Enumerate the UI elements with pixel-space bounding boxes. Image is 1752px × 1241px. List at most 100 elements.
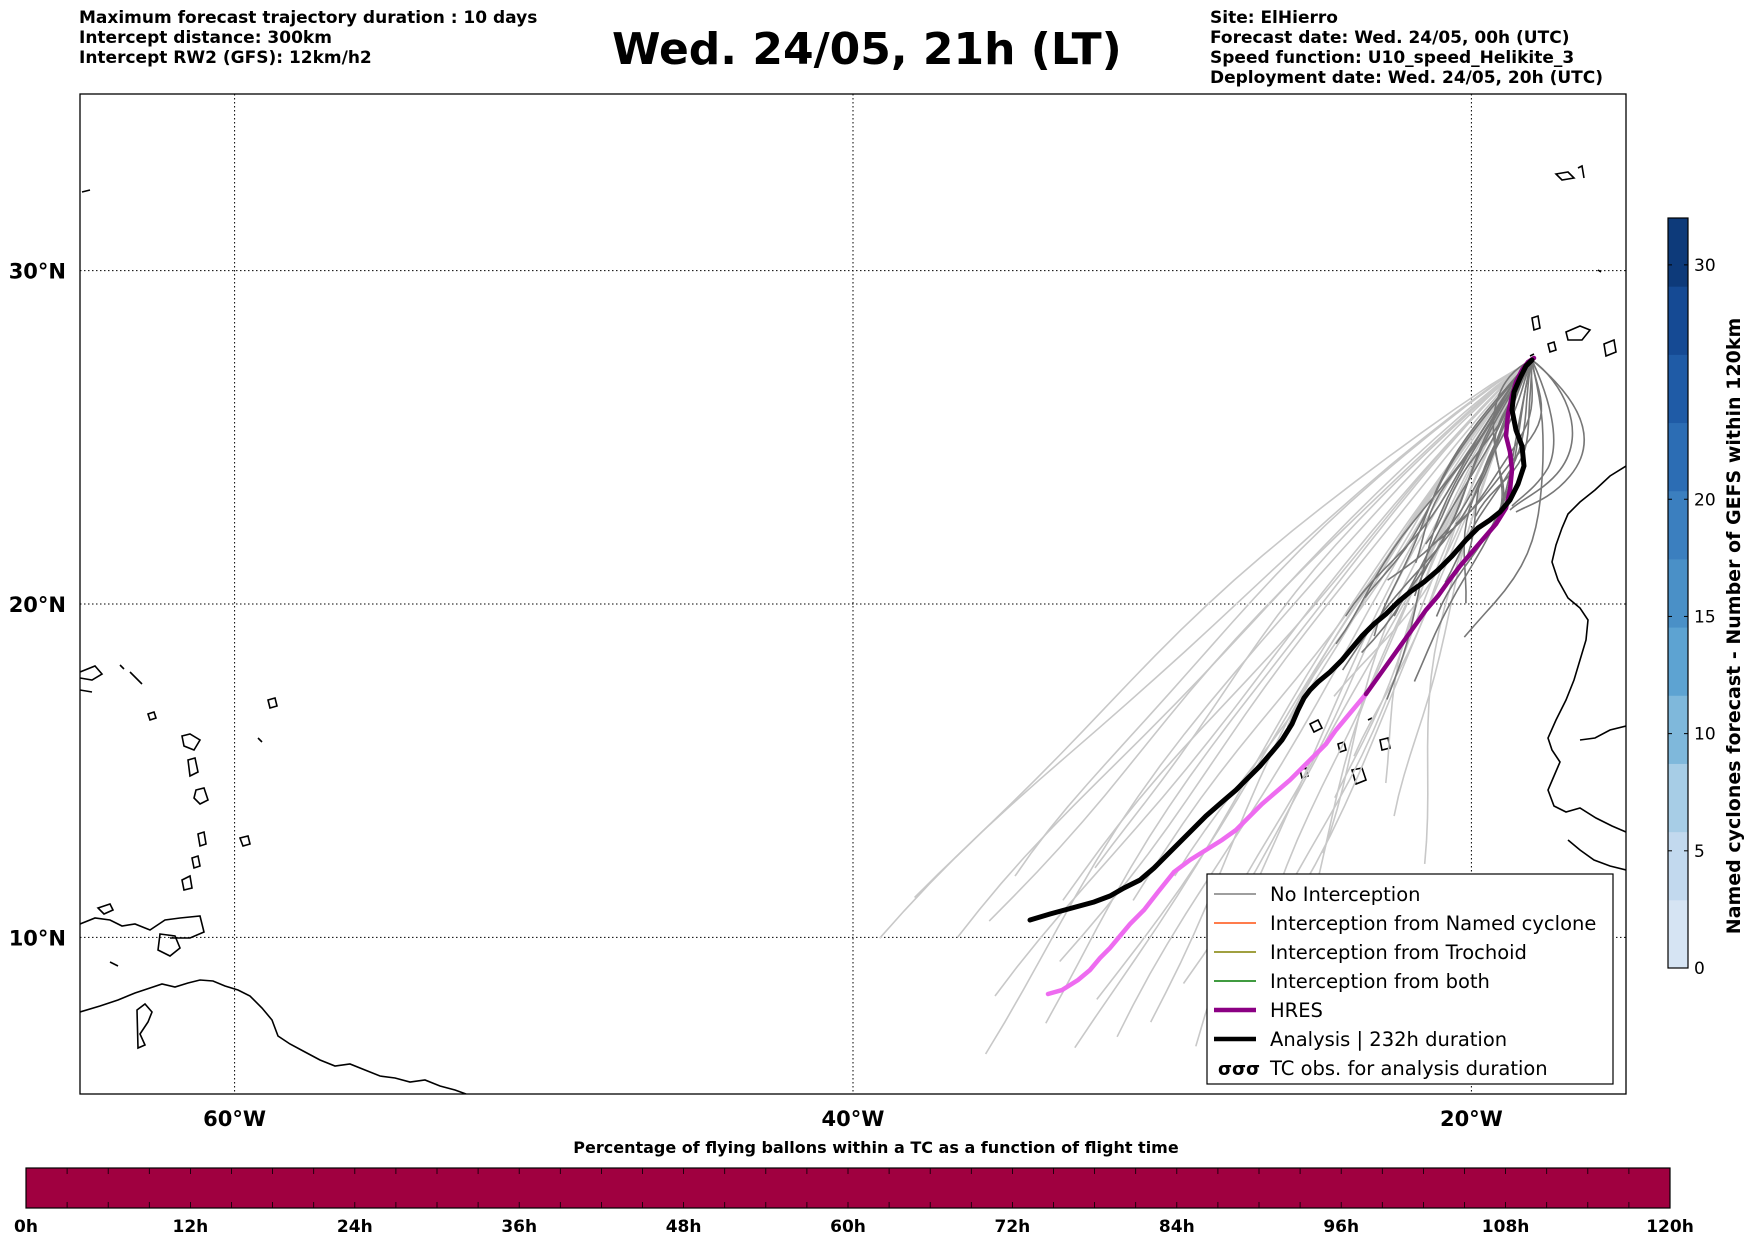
coastline-antilles-16: [109, 961, 119, 967]
ensemble-trajectory: [1345, 359, 1533, 617]
colorbar-segment: [1668, 627, 1688, 696]
legend-item: Interception from both: [1214, 970, 1490, 993]
ensemble-trajectory: [1096, 359, 1533, 1000]
coastlines: [80, 164, 1626, 1094]
legend-label: Interception from both: [1270, 970, 1490, 993]
coastline-antilles-7: [238, 835, 251, 847]
site-info: Site: ElHierro Forecast date: Wed. 24/05…: [1210, 8, 1603, 88]
coastline-island-a: [96, 903, 115, 915]
legend-item: Interception from Trochoid: [1214, 941, 1527, 964]
colorbar-tick-label: 20: [1694, 490, 1716, 510]
ensemble-trajectory: [1474, 359, 1533, 517]
legend-label: Analysis | 232h duration: [1270, 1028, 1507, 1051]
colorbar-segment: [1668, 218, 1688, 287]
ensemble-trajectory: [988, 359, 1533, 922]
ensemble-trajectory: [994, 359, 1533, 997]
latitude-labels: 30°N 20°N 10°N: [9, 260, 66, 951]
ensemble-trajectory: [1509, 359, 1574, 511]
colorbar-segment: [1668, 899, 1688, 969]
map-frame: [79, 93, 1627, 1095]
coastline-antilles-12: [80, 689, 93, 693]
cyclone-colorbar: 0 5 10 15 20 30 Named cyclones forecast - Num…: [1667, 217, 1745, 979]
coastline-cape-verde-3: [1350, 767, 1367, 786]
colorbar-tick-label: 0: [1694, 959, 1705, 979]
colorbar-segment: [1668, 286, 1688, 355]
deployment-date-text: Deployment date: Wed. 24/05, 20h (UTC): [1210, 68, 1604, 88]
tc-colorbar-tick-label: 120h: [1646, 1217, 1694, 1237]
coastline-antilles-11: [129, 671, 143, 685]
ensemble-trajectory: [1455, 359, 1543, 525]
coastline-canary-1: [1565, 325, 1592, 341]
tc-colorbar-tick-label: 36h: [501, 1217, 537, 1237]
tc-colorbar-tick-label: 48h: [666, 1217, 702, 1237]
coastline-canary-3: [1547, 340, 1557, 354]
tc-colorbar-tick-label: 24h: [337, 1217, 373, 1237]
latitude-label: 20°N: [9, 593, 66, 617]
colorbar-segment: [1668, 422, 1688, 492]
colorbar-tick-label: 5: [1694, 842, 1705, 862]
colorbar-segment: [1668, 763, 1688, 833]
coastline-antilles-15: [257, 737, 263, 743]
colorbar-frame: [1667, 217, 1689, 969]
legend-item: Analysis | 232h duration: [1214, 1028, 1507, 1051]
legend-label: TC obs. for analysis duration: [1269, 1057, 1548, 1080]
ensemble-trajectory: [1062, 359, 1533, 901]
coastline-cape-verde-4: [1379, 737, 1391, 751]
coastline-antilles-4: [197, 830, 207, 848]
coastline-antilles-2: [187, 756, 199, 778]
max-duration-text: Maximum forecast trajectory duration : 1…: [79, 8, 538, 28]
cyclone-symbol-icon: σσσ: [1218, 1059, 1260, 1080]
tc-percentage-colorbar: 0h 12h 24h 36h 48h 60h 72h 84h 96h 108h 120h: [14, 1167, 1694, 1237]
legend-box: [1206, 873, 1614, 1085]
latitude-label: 10°N: [9, 926, 66, 950]
colorbar-tick-label: 10: [1694, 725, 1716, 745]
hres-trajectory-extension: [1045, 691, 1369, 997]
colorbar-segment: [1668, 558, 1688, 628]
intercept-rw2-text: Intercept RW2 (GFS): 12km/h2: [79, 48, 372, 68]
ensemble-trajectory: [1492, 359, 1533, 511]
legend-item: σσσ TC obs. for analysis duration: [1218, 1057, 1548, 1080]
site-text: Site: ElHierro: [1210, 8, 1338, 28]
colorbar-tick-label: 30: [1694, 256, 1716, 276]
coastline-madeira: [1554, 171, 1576, 181]
speed-function-text: Speed function: U10_speed_Helikite_3: [1210, 48, 1575, 68]
coastline-tobago: [136, 1002, 153, 1050]
coastline-antilles-6: [181, 874, 193, 891]
coastline-south-america: [80, 979, 467, 1094]
longitude-label: 40°W: [822, 1107, 885, 1131]
legend: No Interception Interception from Named c…: [1206, 873, 1614, 1085]
map-title: Wed. 24/05, 21h (LT): [612, 24, 1122, 75]
longitude-labels: 60°W 40°W 20°W: [203, 1107, 1503, 1131]
coastline-canary-2: [1603, 338, 1617, 358]
forecast-settings: Maximum forecast trajectory duration : 1…: [79, 8, 537, 68]
ensemble-trajectory: [1373, 359, 1533, 637]
longitude-label: 20°W: [1440, 1107, 1503, 1131]
coastline-cape-verde-1: [1308, 718, 1324, 734]
ensemble-trajectory: [1045, 359, 1533, 1024]
tc-colorbar-tick-label: 12h: [173, 1217, 209, 1237]
coastline-madeira-2: [1577, 164, 1585, 179]
tc-colorbar-tick-label: 0h: [14, 1217, 38, 1237]
ensemble-trajectory: [1116, 359, 1533, 1038]
colorbar-segment: [1668, 490, 1688, 560]
legend-label: No Interception: [1270, 883, 1421, 906]
coastline-antilles-5: [191, 854, 201, 870]
coastline-antilles-1: [181, 733, 202, 751]
coastline-antilles-10: [80, 665, 104, 681]
coastline-africa: [1547, 465, 1626, 833]
tc-percentage-title: Percentage of flying ballons within a TC…: [573, 1138, 1179, 1157]
legend-label: Interception from Named cyclone: [1270, 912, 1596, 935]
forecast-date-text: Forecast date: Wed. 24/05, 00h (UTC): [1210, 28, 1570, 48]
ensemble-trajectory: [1094, 359, 1533, 869]
legend-label: Interception from Trochoid: [1270, 941, 1527, 964]
coastline-selvagens: [1597, 269, 1602, 273]
coastline-antilles-9: [146, 710, 158, 722]
colorbar-segment: [1668, 695, 1688, 764]
ensemble-trajectory: [1059, 359, 1533, 963]
colorbar-segment: [1668, 831, 1688, 901]
legend-item: Interception from Named cyclone: [1214, 912, 1596, 935]
coastline-caribbean-east: [80, 915, 205, 939]
longitude-label: 60°W: [203, 1107, 266, 1131]
coastline-cape-verde-6: [1367, 717, 1373, 721]
